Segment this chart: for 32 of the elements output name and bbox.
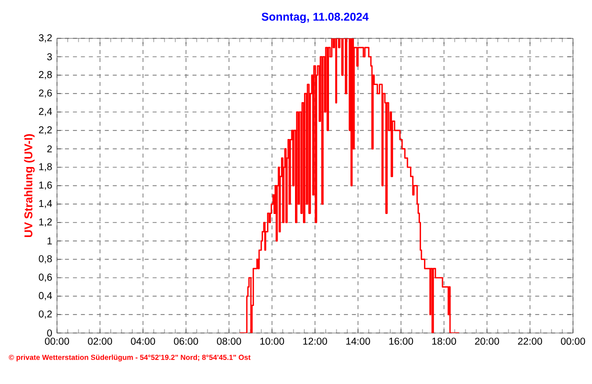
y-tick-label: 2 [47,145,52,152]
y-tick-label: 0,8 [38,255,52,264]
x-tick-label: 22:00 [518,338,542,345]
y-tick-label: 0 [47,329,52,337]
x-tick-label: 00:00 [44,338,70,345]
y-tick-label: 3 [47,53,52,60]
y-tick-label: 0,4 [38,292,52,300]
x-tick-label: 18:00 [432,338,456,345]
x-tick-label: 10:00 [260,338,284,345]
y-tick-label: 0,2 [38,310,52,319]
x-tick-label: 12:00 [303,338,328,345]
y-axis-title: UV Strahlung (UV-I) [24,134,35,238]
y-tick-label: 1,2 [39,218,52,227]
x-tick-label: 14:00 [346,338,370,345]
x-tick-label: 04:00 [130,338,156,345]
y-tick-label: 2,2 [38,126,52,135]
y-tick-label: 2,8 [38,71,52,80]
y-tick-label: 3,2 [38,34,52,42]
y-tick-label: 0,6 [38,274,52,282]
x-tick-label: 20:00 [475,338,500,345]
y-tick-label: 1,8 [39,163,52,172]
y-tick-label: 1,6 [39,182,52,190]
y-tick-label: 1,4 [39,200,52,208]
y-tick-label: 2,6 [38,89,52,98]
x-tick-label: 00:00 [560,338,586,345]
x-tick-label: 02:00 [88,338,112,345]
y-tick-label: 2,4 [38,108,52,116]
chart-title: Sonntag, 11.08.2024 [262,12,369,24]
x-tick-label: 06:00 [174,338,198,345]
x-tick-label: 08:00 [216,338,242,345]
y-tick-label: 1 [48,237,52,244]
x-tick-label: 16:00 [389,338,414,345]
